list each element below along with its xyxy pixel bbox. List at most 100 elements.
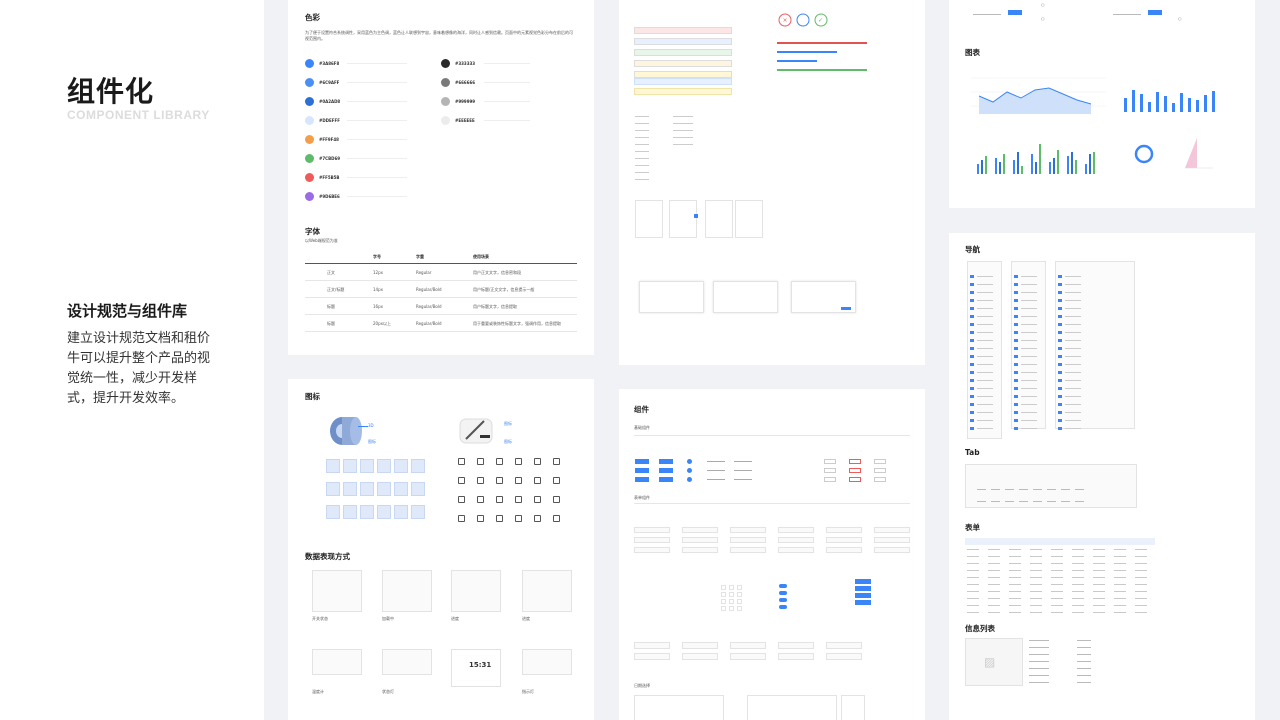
- nav-item-icon: [970, 403, 974, 406]
- iso-icon: [377, 459, 391, 473]
- checkbox-grid: [737, 606, 742, 611]
- text-button: [707, 461, 725, 462]
- color-swatch: [305, 116, 314, 125]
- swatch-desc-line: [347, 158, 407, 159]
- progress-bar: [777, 51, 837, 53]
- nav-item-icon: [1014, 331, 1018, 334]
- iso-icon: [394, 482, 408, 496]
- input-field: [634, 537, 670, 543]
- label-icon: 图标: [368, 439, 376, 444]
- iso-icon: [360, 505, 374, 519]
- info-label: [1029, 654, 1049, 655]
- transfer-box: [635, 200, 663, 238]
- nav-item-icon: [1014, 283, 1018, 286]
- bar: [1212, 91, 1215, 112]
- nav-item-icon: [1014, 315, 1018, 318]
- select-option: [855, 586, 871, 591]
- nav-item-label: [1065, 404, 1081, 405]
- input-field: [778, 537, 814, 543]
- tree-item: [635, 130, 649, 131]
- table-cell: [1093, 598, 1105, 599]
- text-button: [734, 461, 752, 462]
- bar: [1039, 144, 1041, 174]
- nav-item-label: [1021, 348, 1037, 349]
- line-icon: [553, 496, 560, 503]
- table-cell: [1009, 577, 1021, 578]
- input-field: [730, 527, 766, 533]
- table-cell: [1051, 591, 1063, 592]
- label-3d: 3D: [368, 423, 374, 428]
- bar: [1053, 158, 1055, 174]
- iso-icon: [411, 482, 425, 496]
- calendar: [747, 695, 837, 720]
- table-cell: [967, 563, 979, 564]
- nav-item-label: [1065, 364, 1081, 365]
- table-cell: [967, 612, 979, 613]
- feedback-card: × ✓: [619, 0, 925, 365]
- bar: [1089, 154, 1091, 174]
- danger-button: [849, 477, 861, 482]
- tab-item: [1061, 501, 1070, 502]
- widget-card: [312, 649, 362, 675]
- nav-item-label: [1065, 284, 1081, 285]
- outline-button: [824, 468, 836, 473]
- table-cell: 20px以上: [373, 321, 391, 326]
- nav-item-icon: [970, 395, 974, 398]
- table-cell: 正文: [327, 270, 335, 275]
- pencil-icon: [459, 418, 493, 444]
- pencil-label-b: 图标: [504, 439, 512, 444]
- nav-item-icon: [970, 387, 974, 390]
- nav-item-icon: [1014, 307, 1018, 310]
- table-cell: [1135, 605, 1147, 606]
- color-swatch: [441, 116, 450, 125]
- nav-item-label: [1021, 316, 1037, 317]
- table-header: 字号: [373, 254, 381, 259]
- table-cell: [1093, 570, 1105, 571]
- table-header: [965, 538, 1155, 545]
- nav-item-label: [1065, 428, 1081, 429]
- info-value: [1077, 682, 1091, 683]
- iso-icon: [360, 459, 374, 473]
- table-cell: [988, 598, 1000, 599]
- iso-icon: [411, 505, 425, 519]
- swatch-desc-line: [347, 82, 407, 83]
- nav-item-label: [1021, 404, 1037, 405]
- table-cell: [1072, 549, 1084, 550]
- line-icon: [477, 458, 484, 465]
- nav-item-icon: [1014, 427, 1018, 430]
- color-swatch: [305, 154, 314, 163]
- nav-item-label: [1021, 364, 1037, 365]
- table-rule: [305, 263, 577, 264]
- svg-text:×: ×: [783, 17, 788, 24]
- primary-button: [635, 459, 649, 464]
- table-cell: [1009, 598, 1021, 599]
- tab-item: [1075, 489, 1084, 490]
- danger-button: [849, 468, 861, 473]
- line-icon: [553, 477, 560, 484]
- iso-icon: [343, 505, 357, 519]
- table-cell: [1030, 591, 1042, 592]
- table-cell: Regular/Bold: [416, 321, 442, 326]
- checkbox-grid: [721, 585, 726, 590]
- table-cell: 标题: [327, 304, 335, 309]
- info-label: [1029, 682, 1049, 683]
- nav-item-label: [977, 396, 993, 397]
- bar: [1071, 152, 1073, 174]
- tab-item: [1005, 489, 1014, 490]
- nav-item-label: [1065, 300, 1081, 301]
- table-cell: 用户标题文字，信息提取: [473, 304, 517, 309]
- iso-icon: [326, 482, 340, 496]
- info-label: [1029, 675, 1049, 676]
- table-cell: [1072, 584, 1084, 585]
- input-field: [778, 547, 814, 553]
- form-button: [1148, 10, 1162, 15]
- nav-sidebar: [1055, 261, 1135, 429]
- widget-label: 进度: [522, 616, 530, 621]
- table-cell: [1072, 556, 1084, 557]
- table-cell: [1072, 577, 1084, 578]
- callout-line: [358, 426, 368, 427]
- primary-button: [659, 468, 673, 473]
- tree-item: [673, 144, 693, 145]
- text-button: [707, 479, 725, 480]
- charts-title: 图表: [965, 48, 980, 57]
